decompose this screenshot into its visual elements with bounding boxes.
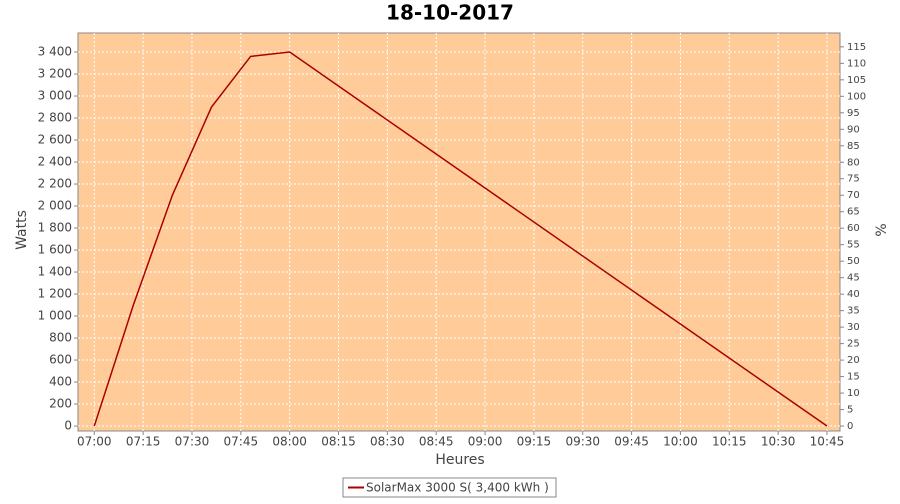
x-tick-label: 08:30 [370, 435, 405, 449]
y2-tick-label: 10 [847, 388, 860, 399]
x-tick-label: 07:30 [175, 435, 210, 449]
y-tick-label: 600 [49, 353, 72, 367]
y2-tick-label: 80 [847, 157, 860, 168]
x-tick-label: 10:00 [663, 435, 698, 449]
x-tick-label: 07:45 [224, 435, 259, 449]
y2-tick-label: 20 [847, 355, 860, 366]
y2-tick-label: 45 [847, 273, 860, 284]
y2-tick-label: 115 [847, 42, 866, 53]
y-tick-label: 2 000 [38, 199, 72, 213]
chart-title: 18-10-2017 [386, 1, 514, 25]
y2-tick-label: 110 [847, 58, 866, 69]
y2-tick-label: 85 [847, 141, 860, 152]
x-tick-label: 07:15 [126, 435, 161, 449]
x-tick-label: 09:00 [468, 435, 503, 449]
x-axis-label: Heures [435, 452, 484, 468]
y-tick-label: 400 [49, 375, 72, 389]
y2-tick-label: 0 [847, 421, 853, 432]
y2-tick-label: 70 [847, 190, 860, 201]
y2-tick-label: 40 [847, 289, 860, 300]
y-tick-label: 800 [49, 331, 72, 345]
y-tick-label: 1 000 [38, 309, 72, 323]
y2-tick-label: 15 [847, 372, 860, 383]
x-tick-label: 10:45 [810, 435, 845, 449]
y2-tick-label: 100 [847, 91, 866, 102]
x-tick-label: 08:00 [272, 435, 307, 449]
y-tick-label: 1 200 [38, 287, 72, 301]
x-tick-label: 10:15 [712, 435, 747, 449]
y-tick-label: 2 600 [38, 133, 72, 147]
y-tick-label: 2 400 [38, 155, 72, 169]
x-tick-label: 07:00 [77, 435, 112, 449]
y-tick-label: 1 600 [38, 243, 72, 257]
y2-tick-label: 35 [847, 306, 860, 317]
series-line [93, 51, 828, 427]
x-tick-label: 09:30 [565, 435, 600, 449]
y2-tick-label: 30 [847, 322, 860, 333]
y2-tick-label: 60 [847, 223, 860, 234]
y2-tick-label: 105 [847, 75, 866, 86]
y2-tick-label: 55 [847, 240, 860, 251]
y-tick-label: 0 [64, 419, 72, 433]
y2-tick-label: 5 [847, 405, 853, 416]
y-tick-label: 2 800 [38, 111, 72, 125]
y2-tick-label: 75 [847, 174, 860, 185]
x-tick-label: 08:45 [419, 435, 454, 449]
legend-label: SolarMax 3000 S( 3,400 kWh ) [366, 481, 549, 495]
y2-axis-label: % [874, 223, 890, 236]
y2-tick-label: 65 [847, 207, 860, 218]
plot-area [77, 32, 841, 432]
y2-tick-label: 25 [847, 339, 860, 350]
y-tick-label: 1 800 [38, 221, 72, 235]
y-tick-label: 3 400 [38, 45, 72, 59]
y2-tick-label: 90 [847, 124, 860, 135]
x-tick-label: 08:15 [321, 435, 356, 449]
x-tick-label: 10:30 [761, 435, 796, 449]
y-tick-label: 3 200 [38, 67, 72, 81]
x-tick-label: 09:45 [614, 435, 649, 449]
y-tick-label: 2 200 [38, 177, 72, 191]
y2-tick-label: 50 [847, 256, 860, 267]
y-tick-label: 3 000 [38, 89, 72, 103]
x-tick-label: 09:15 [517, 435, 552, 449]
y-tick-label: 1 400 [38, 265, 72, 279]
y2-tick-label: 95 [847, 108, 860, 119]
y-tick-label: 200 [49, 397, 72, 411]
y-axis-label: Watts [14, 210, 30, 250]
legend-box [342, 477, 557, 498]
